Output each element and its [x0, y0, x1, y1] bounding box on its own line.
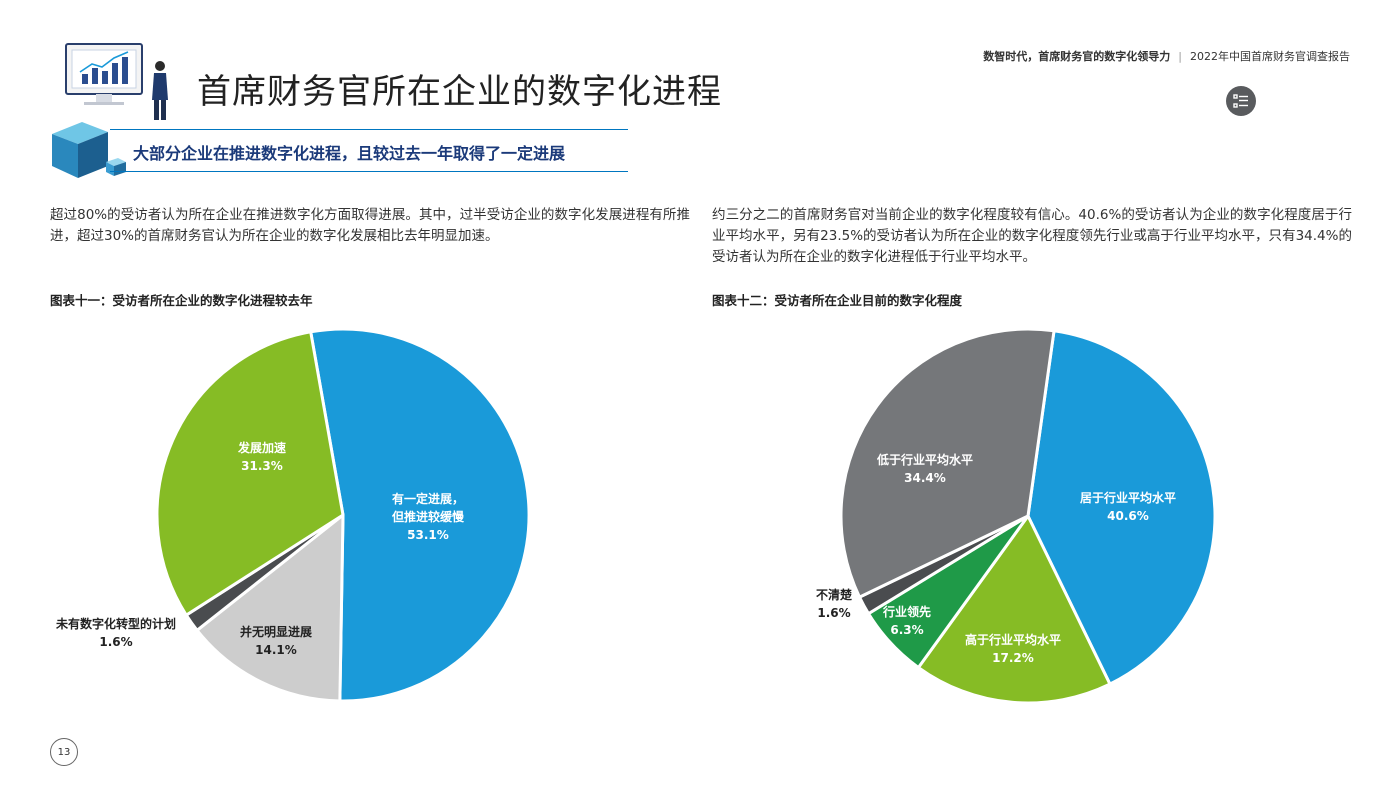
- slice-name: 不清楚: [816, 587, 853, 602]
- slice-label: 高于行业平均水平 17.2%: [965, 632, 1061, 665]
- pie-slice: [916, 514, 1112, 705]
- pie-slice: [309, 327, 531, 703]
- report-tagline: 数智时代，首席财务官的数字化领导力: [983, 50, 1171, 63]
- subtitle-rule-top: [110, 129, 628, 130]
- slice-value: 14.1%: [255, 643, 297, 657]
- slice-value: 17.2%: [992, 651, 1034, 665]
- pie-slice: [155, 330, 345, 617]
- page-title: 首席财务官所在企业的数字化进程: [197, 72, 722, 112]
- pie-chart-1: 有一定进展， 但推进较缓慢 53.1% 并无明显进展 14.1% 未有数字化转型的计划 1.…: [55, 327, 531, 703]
- pie-slice: [839, 327, 1056, 599]
- slice-name: 有一定进展，: [392, 491, 464, 506]
- slice-value: 1.6%: [817, 606, 850, 620]
- slice-label: 未有数字化转型的计划 1.6%: [55, 616, 176, 649]
- slice-value: 1.6%: [99, 635, 132, 649]
- slice-value: 31.3%: [241, 459, 283, 473]
- section-subtitle: 大部分企业在推进数字化进程，且较过去一年取得了一定进展: [133, 144, 566, 163]
- slice-name: 行业领先: [882, 604, 931, 619]
- slice-label: 有一定进展， 但推进较缓慢 53.1%: [391, 491, 465, 542]
- slice-name: 未有数字化转型的计划: [55, 616, 176, 631]
- slice-name: 低于行业平均水平: [876, 452, 973, 467]
- menu-button[interactable]: [1226, 86, 1256, 116]
- figure-12-title: 图表十二：受访者所在企业目前的数字化程度: [712, 293, 963, 308]
- slice-label: 居于行业平均水平 40.6%: [1080, 490, 1176, 523]
- monitor-illustration: [65, 43, 168, 120]
- slice-value: 40.6%: [1107, 509, 1149, 523]
- right-paragraph: 约三分之二的首席财务官对当前企业的数字化程度较有信心。40.6%的受访者认为企业…: [712, 207, 1352, 265]
- slice-name: 高于行业平均水平: [965, 632, 1061, 647]
- pie-chart-2: 居于行业平均水平 40.6% 高于行业平均水平 17.2% 行业领先 6.3% 不清楚 1.6…: [816, 327, 1217, 705]
- slice-name: 但推进较缓慢: [391, 509, 465, 524]
- subtitle-rule-bottom: [110, 171, 628, 172]
- cube-illustration: [52, 122, 126, 178]
- slice-name: 居于行业平均水平: [1080, 490, 1176, 505]
- slice-name: 并无明显进展: [240, 624, 312, 639]
- slice-value: 6.3%: [890, 623, 923, 637]
- slice-label: 不清楚 1.6%: [816, 587, 853, 620]
- slice-label: 低于行业平均水平 34.4%: [876, 452, 973, 485]
- slice-label: 发展加速 31.3%: [237, 440, 286, 473]
- slice-label: 行业领先 6.3%: [882, 604, 931, 637]
- left-paragraph: 超过80%的受访者认为所在企业在推进数字化方面取得进展。其中，过半受访企业的数字…: [50, 207, 690, 244]
- report-header: 数智时代，首席财务官的数字化领导力 | 2022年中国首席财务官调查报告: [983, 48, 1350, 64]
- header-separator: |: [1178, 49, 1182, 63]
- slice-value: 34.4%: [904, 471, 946, 485]
- report-name: 2022年中国首席财务官调查报告: [1190, 50, 1350, 63]
- page-number: 13: [50, 738, 78, 766]
- pie-slice: [195, 513, 345, 703]
- slice-value: 53.1%: [407, 528, 449, 542]
- figure-11-title: 图表十一：受访者所在企业的数字化进程较去年: [50, 293, 313, 308]
- list-icon: [1233, 94, 1248, 108]
- pie-slice: [1026, 329, 1217, 686]
- slice-name: 发展加速: [237, 440, 286, 455]
- slice-label: 并无明显进展 14.1%: [240, 624, 312, 657]
